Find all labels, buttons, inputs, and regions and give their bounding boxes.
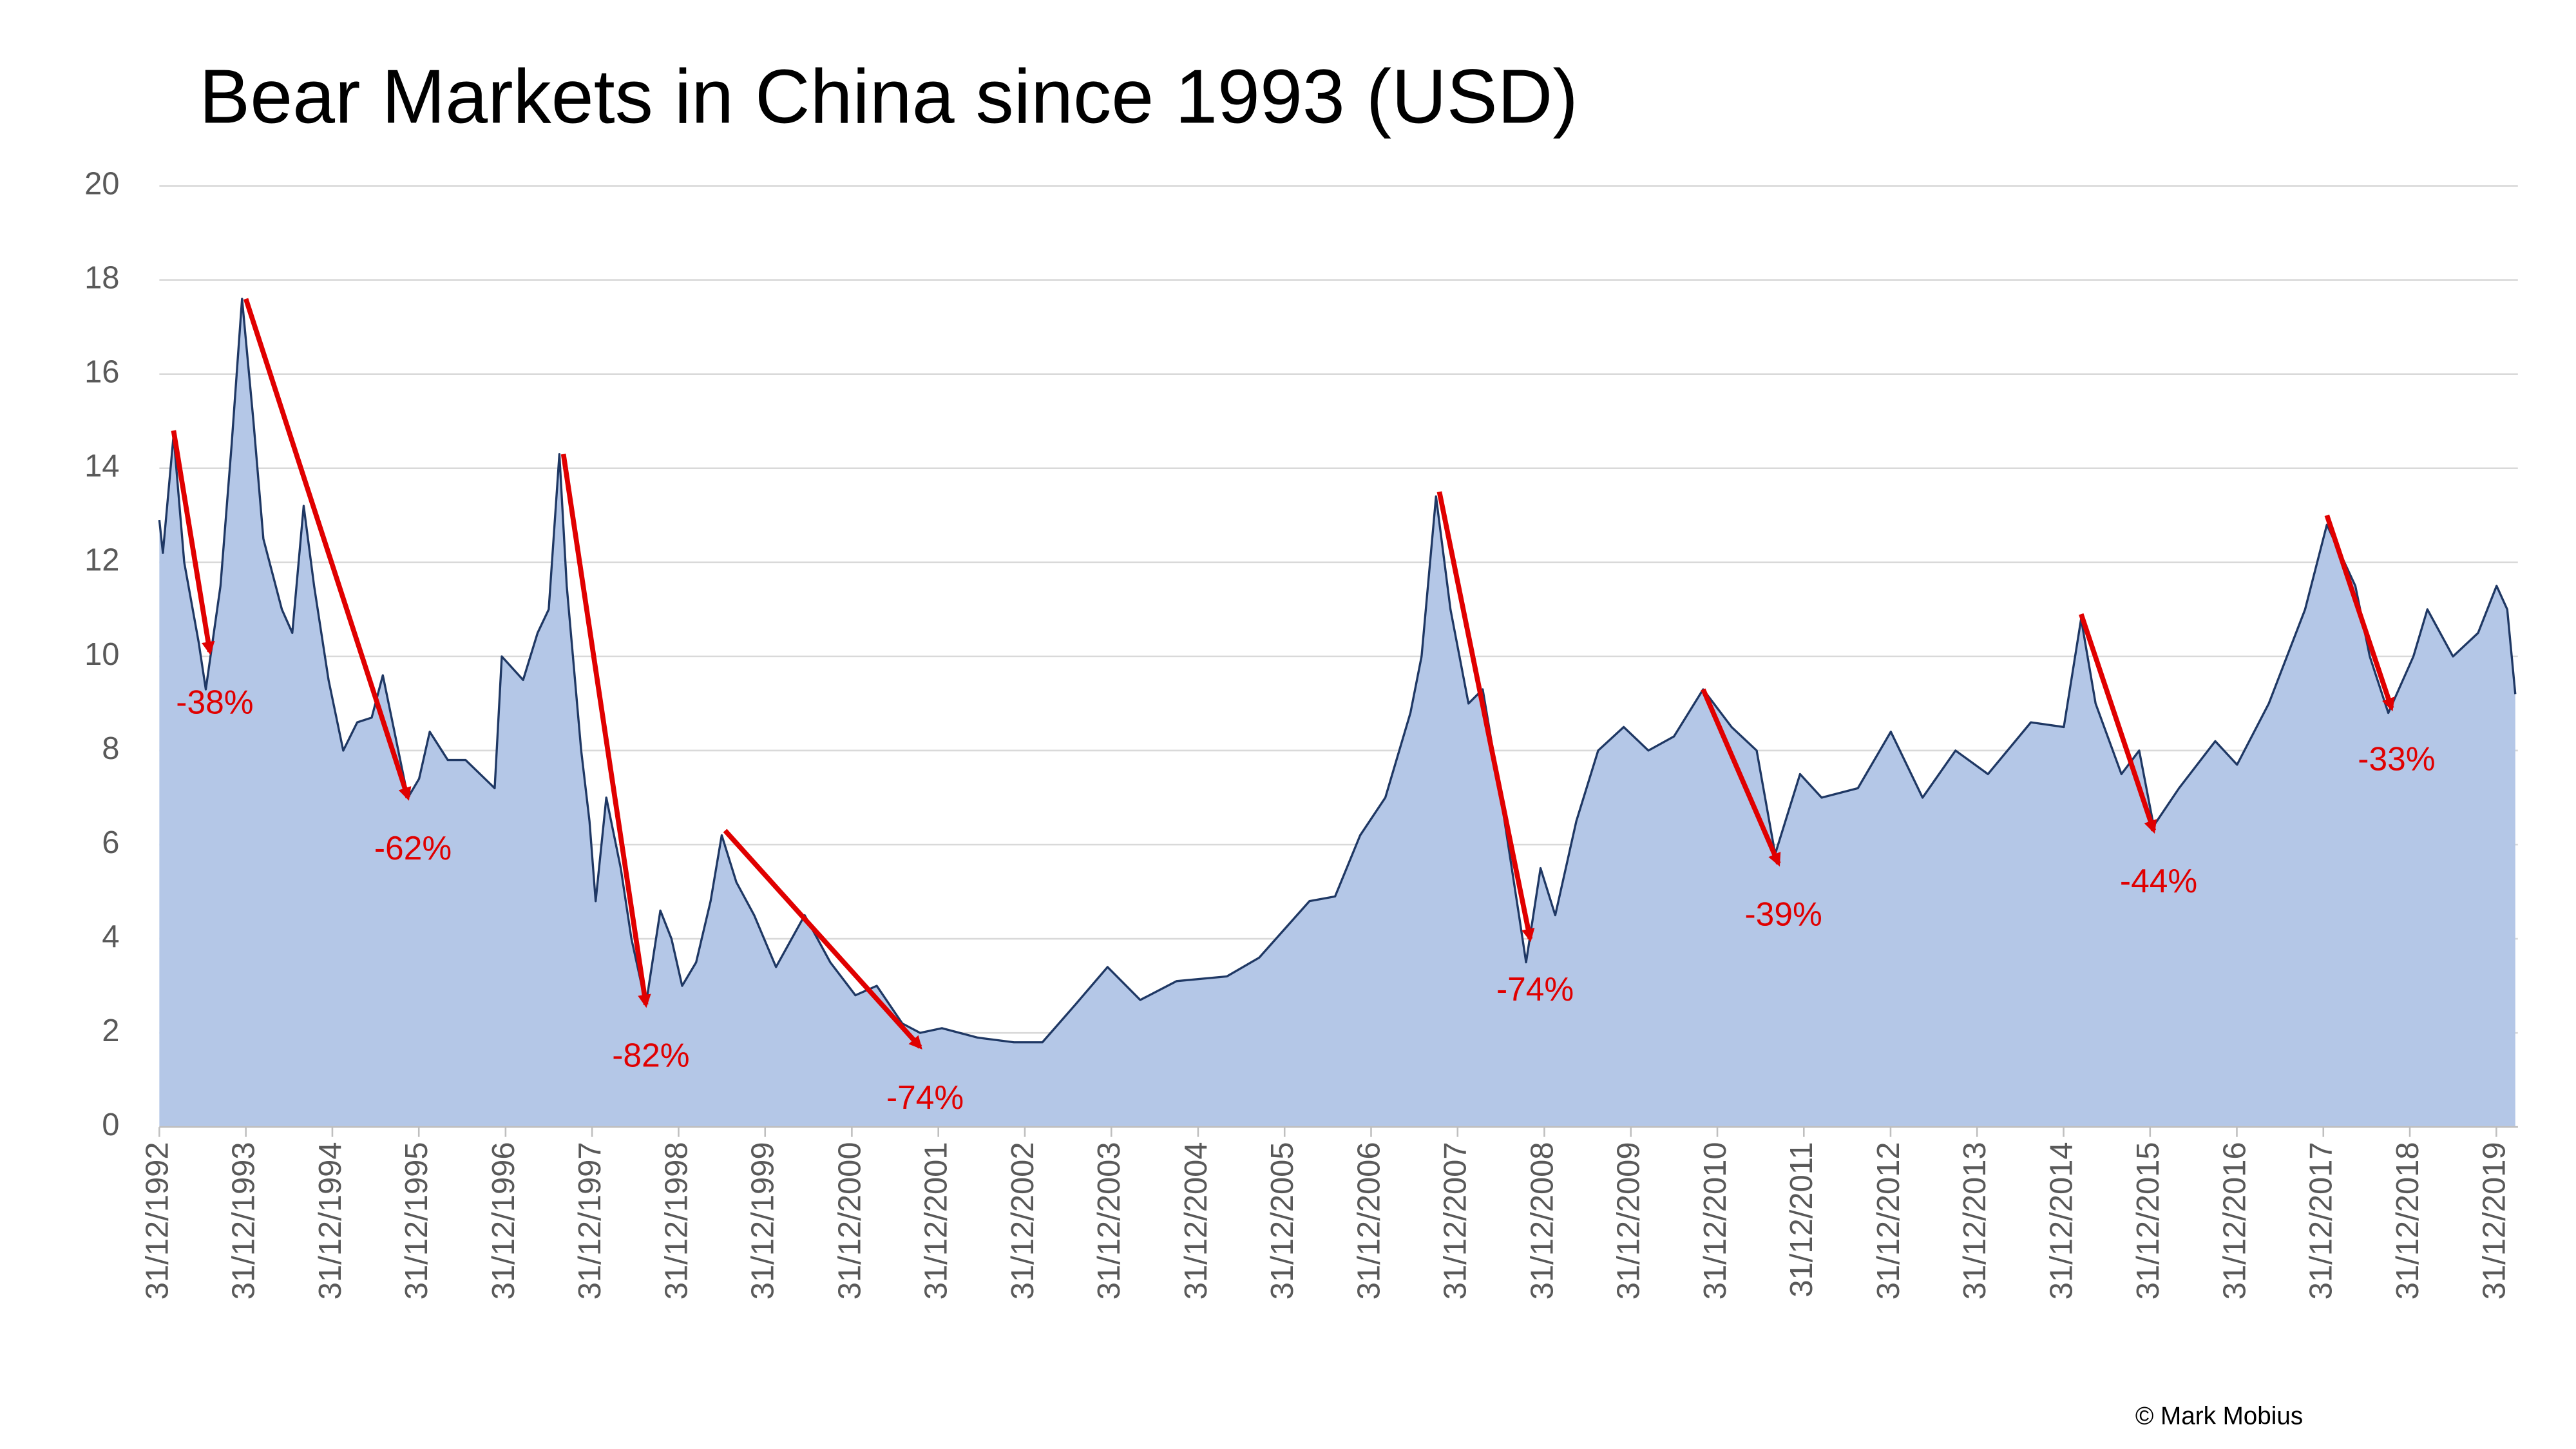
bear-label: -74% xyxy=(1496,970,1574,1008)
bear-label: -82% xyxy=(612,1036,689,1073)
x-tick-label: 31/12/2006 xyxy=(1351,1142,1386,1300)
y-tick-label: 8 xyxy=(102,731,119,766)
x-tick-label: 31/12/2014 xyxy=(2044,1142,2079,1300)
x-tick-label: 31/12/2012 xyxy=(1871,1142,1906,1300)
x-tick-label: 31/12/2017 xyxy=(2304,1142,2339,1300)
x-tick-label: 31/12/1994 xyxy=(313,1142,348,1300)
line xyxy=(158,298,2517,1044)
area xyxy=(159,298,2515,1128)
x-tick-label: 31/12/2019 xyxy=(2477,1142,2512,1300)
x-tick-label: 31/12/2005 xyxy=(1265,1142,1300,1300)
x-tick-label: 31/12/1996 xyxy=(486,1142,521,1300)
x-tick-label: 31/12/2010 xyxy=(1698,1142,1733,1300)
x-tick-label: 31/12/1998 xyxy=(659,1142,694,1300)
x-tick-label: 31/12/2007 xyxy=(1438,1142,1473,1300)
x-tick-label: 31/12/2011 xyxy=(1784,1142,1819,1297)
bear-arrow xyxy=(243,298,412,801)
x-tick-label: 31/12/2013 xyxy=(1958,1142,1992,1300)
x-tick-label: 31/12/2001 xyxy=(919,1142,954,1300)
y-tick-label: 14 xyxy=(84,449,119,484)
x-tick-label: 31/12/2004 xyxy=(1179,1142,1214,1300)
bear-arrow xyxy=(2324,514,2395,712)
bear-label: -62% xyxy=(374,829,452,867)
x-tick-label: 31/12/2009 xyxy=(1612,1142,1646,1300)
x-tick-label: 31/12/2016 xyxy=(2217,1142,2252,1300)
y-tick-label: 12 xyxy=(84,543,119,578)
bear-arrow xyxy=(1701,688,1781,867)
y-tick-label: 0 xyxy=(102,1108,119,1142)
y-tick-label: 6 xyxy=(102,825,119,860)
bear-label: -74% xyxy=(886,1079,964,1116)
bear-arrow xyxy=(1436,491,1535,943)
x-tick-label: 31/12/1997 xyxy=(573,1142,607,1300)
bear-arrow xyxy=(2079,613,2157,834)
bear-label: -33% xyxy=(2358,740,2435,777)
bear-label: -38% xyxy=(176,684,253,721)
x-tick-label: 31/12/2018 xyxy=(2390,1142,2425,1300)
x-tick-label: 31/12/1999 xyxy=(746,1142,781,1300)
x-tick-label: 31/12/1993 xyxy=(227,1142,262,1300)
x-tick-label: 31/12/2000 xyxy=(832,1142,867,1300)
y-tick-label: 10 xyxy=(84,637,119,672)
x-tick-label: 31/12/2008 xyxy=(1525,1142,1560,1300)
bear-label: -44% xyxy=(2120,862,2197,899)
bear-label: -39% xyxy=(1745,895,1822,932)
y-tick-label: 16 xyxy=(84,355,119,390)
x-tick-label: 31/12/2002 xyxy=(1006,1142,1040,1300)
bear-arrow xyxy=(171,430,215,655)
x-tick-label: 31/12/2003 xyxy=(1092,1142,1127,1300)
y-tick-label: 4 xyxy=(102,919,119,954)
x-tick-label: 31/12/2015 xyxy=(2131,1142,2166,1300)
y-tick-label: 18 xyxy=(84,261,119,296)
y-tick-label: 2 xyxy=(102,1013,119,1048)
bear-arrow xyxy=(560,454,651,1008)
y-tick-label: 20 xyxy=(84,166,119,201)
bear-arrow xyxy=(723,829,922,1050)
chart-title: Bear Markets in China since 1993 (USD) xyxy=(199,55,1578,140)
x-tick-label: 31/12/1992 xyxy=(140,1142,175,1300)
x-tick-label: 31/12/1995 xyxy=(399,1142,434,1300)
credit: © Mark Mobius xyxy=(2135,1402,2303,1430)
